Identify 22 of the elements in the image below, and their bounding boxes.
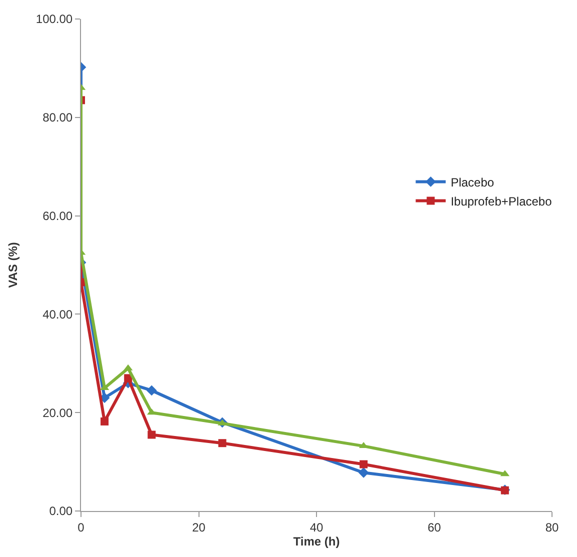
x-tick-label: 40 <box>310 520 324 534</box>
point <box>218 439 226 448</box>
y-tick-label: 80.00 <box>42 110 73 125</box>
legend-label: Ibuprofeb+Placebo <box>450 194 552 208</box>
y-tick-label: 40.00 <box>42 307 73 322</box>
point <box>148 430 156 439</box>
point <box>358 467 369 478</box>
x-tick-label: 0 <box>78 520 85 534</box>
point <box>100 417 109 426</box>
point <box>124 374 132 382</box>
x-tick-label: 80 <box>545 520 559 534</box>
y-axis-title: VAS (%) <box>6 242 20 288</box>
y-tick-label: 20.00 <box>42 406 73 420</box>
x-tick-label: 60 <box>428 520 442 534</box>
point <box>360 460 368 468</box>
y-tick-label: 100.00 <box>36 12 73 26</box>
x-tick-label: 20 <box>192 520 206 534</box>
point <box>146 385 157 396</box>
y-tick-label: 60.00 <box>42 209 73 223</box>
y-tick-label: 0.00 <box>49 504 73 518</box>
legend-label: Placebo <box>450 175 494 190</box>
x-axis-title: Time (h) <box>293 534 340 548</box>
